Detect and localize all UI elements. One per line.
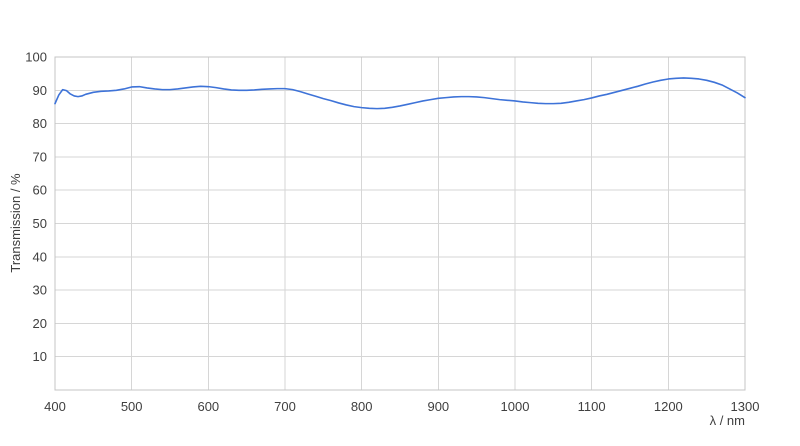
y-tick-label: 50 (33, 216, 47, 231)
transmission-curve (54, 77, 746, 110)
y-tick-label: 90 (33, 83, 47, 98)
x-tick-label: 1200 (654, 399, 683, 414)
x-axis-title: λ / nm (710, 413, 745, 428)
x-tick-label: 1300 (731, 399, 760, 414)
y-tick-label: 60 (33, 183, 47, 198)
grid-layer (55, 57, 745, 390)
y-tick-label: 20 (33, 316, 47, 331)
x-tick-label: 900 (427, 399, 449, 414)
x-tick-label: 400 (44, 399, 66, 414)
x-tick-label: 800 (351, 399, 373, 414)
y-tick-label: 30 (33, 283, 47, 298)
y-tick-label: 40 (33, 249, 47, 264)
x-tick-label: 700 (274, 399, 296, 414)
tick-layer: 400 500 600 700 800 900 1000 1100 1200 1300 10 20 30… (25, 50, 759, 415)
plot-border (54, 56, 746, 391)
y-tick-label: 80 (33, 116, 47, 131)
x-tick-label: 1100 (578, 399, 606, 414)
y-tick-label: 10 (33, 349, 47, 364)
x-tick-label: 500 (121, 399, 143, 414)
y-axis-title: Transmission / % (8, 173, 23, 273)
x-tick-label: 1000 (501, 399, 530, 414)
y-tick-label: 100 (25, 50, 47, 65)
y-tick-label: 70 (33, 149, 47, 164)
x-tick-label: 600 (197, 399, 219, 414)
